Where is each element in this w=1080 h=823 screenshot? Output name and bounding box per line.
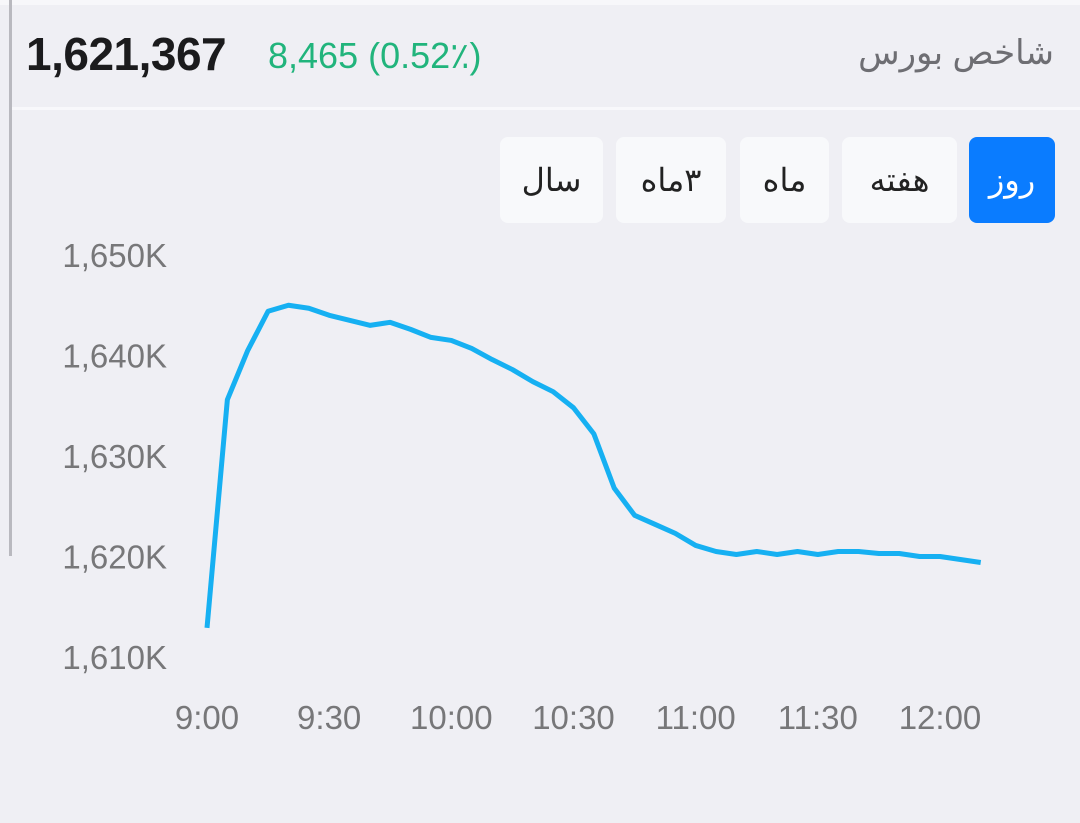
y-tick-label: 1,640K (62, 338, 167, 375)
x-tick-label: 9:00 (175, 699, 239, 736)
index-value: 1,621,367 (26, 28, 227, 80)
range-day-button[interactable]: روز (969, 137, 1055, 223)
x-tick-label: 10:00 (410, 699, 493, 736)
x-tick-label: 11:30 (778, 699, 858, 736)
y-tick-label: 1,650K (62, 237, 167, 274)
left-border (9, 0, 12, 556)
range-year-button[interactable]: سال (500, 137, 603, 223)
index-change: 8,465 (0.52٪) (268, 35, 482, 76)
range-3month-button[interactable]: ۳ماه (616, 137, 726, 223)
range-week-button[interactable]: هفته (842, 137, 957, 223)
range-month-button[interactable]: ماه (740, 137, 829, 223)
y-tick-label: 1,610K (62, 639, 167, 676)
x-tick-label: 10:30 (532, 699, 615, 736)
x-tick-label: 9:30 (297, 699, 361, 736)
x-tick-label: 12:00 (899, 699, 982, 736)
index-header: 1,621,367 8,465 (0.52٪) شاخص بورس (12, 5, 1080, 107)
index-series-line (204, 302, 982, 629)
y-tick-label: 1,630K (62, 438, 167, 475)
y-tick-label: 1,620K (62, 539, 167, 576)
header-divider (12, 107, 1080, 110)
x-tick-label: 11:00 (656, 699, 736, 736)
top-strip (0, 0, 1080, 5)
index-title: شاخص بورس (858, 34, 1054, 72)
